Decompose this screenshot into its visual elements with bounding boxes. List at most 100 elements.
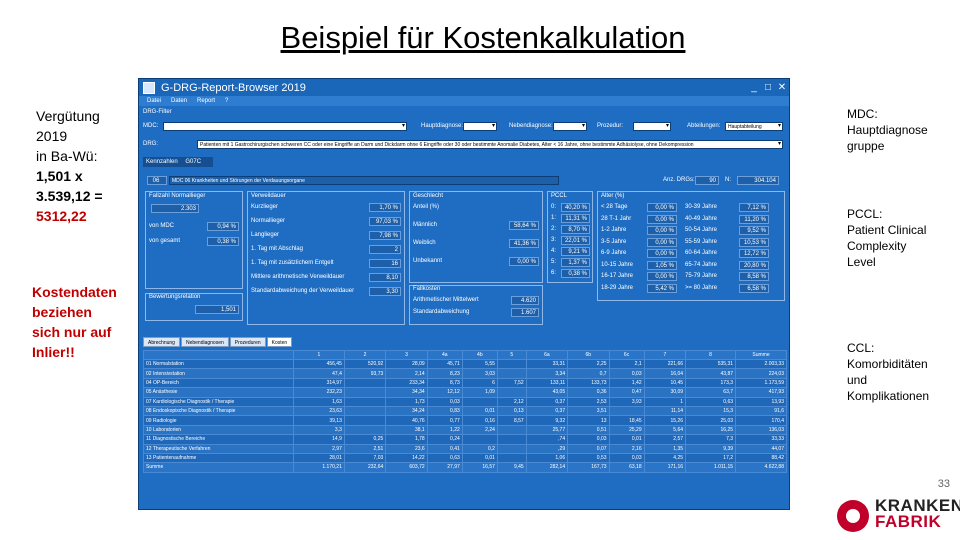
menu-daten[interactable]: Daten <box>171 98 188 104</box>
report-browser-window: G-DRG-Report-Browser 2019 _ □ ✕ Datei Da… <box>138 78 790 510</box>
table-row[interactable]: 12 Therapeutische Verfahren 2,97 2,51 23,6 0… <box>143 443 787 454</box>
fallzahl-label: Fallzahl Normallieger <box>149 193 206 199</box>
table-row[interactable]: 04 OP-Bereich 314,97 233,34 8,73 6 7,52 133,11… <box>143 377 787 389</box>
alter-row-value: 1,05 % <box>647 260 677 270</box>
table-cell: 4,25 <box>643 452 687 464</box>
table-cell: 10,45 <box>643 377 687 389</box>
table-row[interactable]: 11 Diagnostische Bereiche 14,9 0,25 1,78 0,2… <box>143 434 787 445</box>
vwd-label: Kurzlieger <box>251 204 279 210</box>
table-cell: 45,71 <box>426 358 463 370</box>
geschlecht-row-value: 58,64 % <box>509 221 539 230</box>
table-cell: 3,34 <box>525 368 569 379</box>
geschlecht-row-value: 0,00 % <box>509 257 539 266</box>
menu-report[interactable]: Report <box>197 98 216 104</box>
prozedur-select[interactable] <box>633 122 671 131</box>
table-cell: 0,16 <box>461 415 498 426</box>
minimize-icon[interactable]: _ <box>751 82 757 93</box>
hauptdiagnose-label: Hauptdiagnose: <box>421 123 464 129</box>
table-cell: 0,13 <box>496 405 527 417</box>
table-row[interactable]: 10 Laboratorien 3,3 38,1 1,22 2,24 25,77 0,51 2… <box>143 424 787 436</box>
table-cell: 4.622,88 <box>735 462 787 473</box>
alter-row-value: 0,00 % <box>647 272 677 281</box>
note-title: PCCL: <box>847 207 883 221</box>
note-line: Kostendaten <box>32 284 117 300</box>
menu-datei[interactable]: Datei <box>147 98 162 104</box>
alter-row-label: 6-9 Jahre <box>601 250 627 256</box>
tab-kosten[interactable]: Kosten <box>266 337 293 347</box>
table-cell: 0,03 <box>608 452 645 464</box>
window-titlebar: G-DRG-Report-Browser 2019 _ □ ✕ <box>139 79 789 96</box>
pccl-row-key: 6: <box>551 270 557 276</box>
table-row[interactable]: 05 Anästhesie 232,23 34,34 12,12 1,09 43,05 0,… <box>143 387 787 398</box>
vwd-value: 16 <box>369 259 401 268</box>
tab-abrechnung[interactable]: Abrechnung <box>143 337 180 347</box>
table-cell <box>461 434 498 445</box>
table-row[interactable]: 13 Patientenaufnahme 28,01 7,03 14,22 0,63 0,… <box>143 452 787 464</box>
mdc-select[interactable] <box>163 122 407 131</box>
close-icon[interactable]: ✕ <box>777 82 787 93</box>
table-cell: 39,13 <box>293 415 345 426</box>
menu-help[interactable]: ? <box>225 98 229 104</box>
table-cell: 15,26 <box>643 415 687 426</box>
table-cell: 1,09 <box>461 387 498 398</box>
alter-row-label: 50-54 Jahre <box>685 227 718 233</box>
table-cell: 0,36 <box>567 387 610 398</box>
table-cell: 170,4 <box>735 415 787 426</box>
alter-row-label: 65-74 Jahre <box>685 261 718 268</box>
table-cell: 13 Patientenaufnahme <box>143 452 294 464</box>
table-row[interactable]: 01 Normalstation 456,45 520,92 28,09 45,71 5,… <box>143 358 787 370</box>
table-cell: 01 Normalstation <box>143 358 294 370</box>
alter-row-label: 28 T-1 Jahr <box>601 215 632 222</box>
table-cell: 02 Intensivstation <box>143 368 294 379</box>
pccl-row-value: 40,20 % <box>561 203 590 212</box>
table-cell: 0,24 <box>426 434 463 445</box>
tab-nebendiagnosen[interactable]: Nebendiagnosen <box>180 337 229 347</box>
table-row[interactable]: 07 Kardiologische Diagnostik / Therapie 1… <box>143 396 787 407</box>
vwd-label: Standardabweichung der Verweildauer <box>251 288 355 294</box>
n-value: 304.104 <box>737 176 779 185</box>
table-cell: 2,14 <box>385 368 428 379</box>
table-cell: 16,25 <box>685 424 737 436</box>
slide-title: Beispiel für Kostenkalkulation <box>280 20 686 55</box>
alter-row-value: 0,00 % <box>647 226 677 235</box>
alter-row-label: 3-5 Jahre <box>601 238 627 245</box>
table-row[interactable]: 02 Intensivstation 47,4 93,73 2,14 8,23 3,03 3… <box>143 368 787 379</box>
table-cell: 33,33 <box>735 434 787 445</box>
table-cell: 8,73 <box>426 377 463 389</box>
table-cell: 3,03 <box>461 368 498 379</box>
logo-text-2: FABRIK <box>875 512 942 531</box>
maximize-icon[interactable]: □ <box>764 82 772 93</box>
alter-row-label: 10-15 Jahre <box>601 261 634 268</box>
table-cell: 16,57 <box>461 462 498 473</box>
table-cell: 40,76 <box>385 415 428 426</box>
table-row[interactable]: 08 Endoskopische Diagnostik / Therapie 23… <box>143 405 787 417</box>
table-cell: 11,14 <box>643 405 687 417</box>
table-cell: 88,42 <box>735 452 787 464</box>
tab-prozeduren[interactable]: Prozeduren <box>229 337 266 347</box>
alter-row-value: 0,00 % <box>647 214 677 224</box>
table-cell: 0,01 <box>608 434 645 445</box>
pccl-row-value: 1,37 % <box>561 258 590 267</box>
table-row[interactable]: 09 Radiologie 39,13 40,76 0,77 0,16 8,57 9,32 1… <box>143 415 787 426</box>
window-title: G-DRG-Report-Browser 2019 <box>161 81 306 94</box>
hauptdiagnose-select[interactable] <box>463 122 497 131</box>
table-cell <box>496 387 527 398</box>
table-cell: ,29 <box>525 443 569 454</box>
table-cell: 43,87 <box>685 368 737 379</box>
von-mdc-label: von MDC <box>149 223 175 229</box>
note-line: Patient Clinical <box>847 223 927 237</box>
table-cell: 47,4 <box>293 368 345 379</box>
drg-select[interactable]: Patienten mit 1 Gastrochirurgischen schw… <box>197 140 783 149</box>
bewertung-panel <box>145 293 243 321</box>
table-cell: 0,37 <box>525 396 569 407</box>
table-cell: 167,73 <box>567 462 610 473</box>
pccl-row-key: 0: <box>551 204 557 210</box>
anz-drgs-label: Anz. DRGs: <box>663 177 695 183</box>
column-header: 6b <box>567 350 610 360</box>
nebendiagnose-select[interactable] <box>553 122 587 131</box>
mdc-text: MDC 06 Krankheiten und Störungen der Ver… <box>169 176 559 185</box>
abteilungen-select[interactable]: Hauptabteilung <box>725 122 783 131</box>
table-cell <box>343 415 387 426</box>
vwd-label: 1. Tag mit zusätzlichem Entgelt <box>251 260 334 266</box>
